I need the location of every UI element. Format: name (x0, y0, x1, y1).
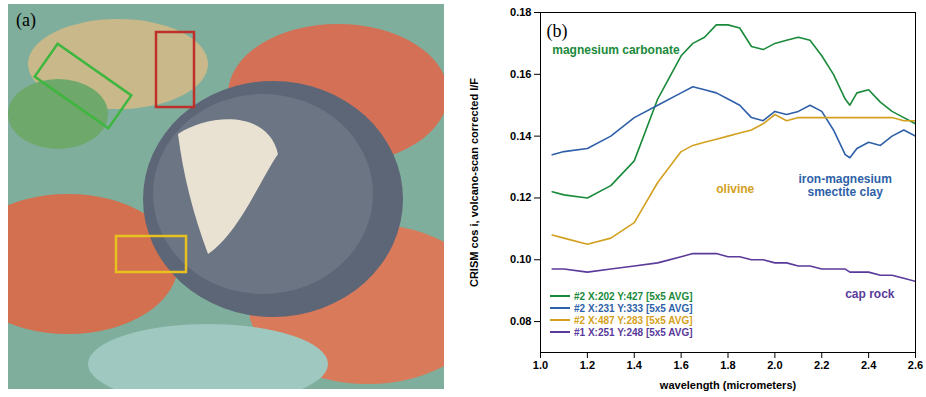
svg-text:0.08: 0.08 (510, 315, 531, 327)
svg-text:1.8: 1.8 (720, 359, 735, 371)
svg-text:magnesium carbonate: magnesium carbonate (552, 43, 680, 57)
svg-text:1.0: 1.0 (533, 359, 548, 371)
svg-text:2.0: 2.0 (767, 359, 782, 371)
svg-text:2.2: 2.2 (814, 359, 829, 371)
svg-text:CRISM cos i, volcano-scan corr: CRISM cos i, volcano-scan corrected I/F (468, 78, 480, 287)
svg-text:1.2: 1.2 (580, 359, 595, 371)
svg-text:(a): (a) (16, 10, 36, 31)
html-text:#2 X:487 Y:283 [5x5 AVG]: #2 X:487 Y:283 [5x5 AVG] (574, 314, 693, 326)
html-text:#2 X:202 Y:427 [5x5 AVG]: #2 X:202 Y:427 [5x5 AVG] (574, 290, 693, 302)
svg-text:cap rock: cap rock (845, 287, 895, 301)
svg-text:0.16: 0.16 (510, 68, 531, 80)
svg-text:1.6: 1.6 (673, 359, 688, 371)
svg-text:0.18: 0.18 (510, 6, 531, 18)
html-text:#1 X:251 Y:248 [5x5 AVG]: #1 X:251 Y:248 [5x5 AVG] (574, 326, 693, 338)
svg-text:wavelength (micrometers): wavelength (micrometers) (659, 379, 797, 391)
svg-text:0.14: 0.14 (510, 130, 532, 142)
svg-text:2.6: 2.6 (908, 359, 923, 371)
svg-text:olivine: olivine (716, 182, 754, 196)
svg-text:0.10: 0.10 (510, 253, 531, 265)
svg-text:iron-magnesiumsmectite clay: iron-magnesiumsmectite clay (799, 172, 892, 199)
svg-text:(b): (b) (547, 21, 568, 42)
svg-text:0.12: 0.12 (510, 191, 531, 203)
html-text:#2 X:231 Y:333 [5x5 AVG]: #2 X:231 Y:333 [5x5 AVG] (574, 302, 693, 314)
svg-text:2.4: 2.4 (861, 359, 877, 371)
svg-text:1.4: 1.4 (627, 359, 643, 371)
